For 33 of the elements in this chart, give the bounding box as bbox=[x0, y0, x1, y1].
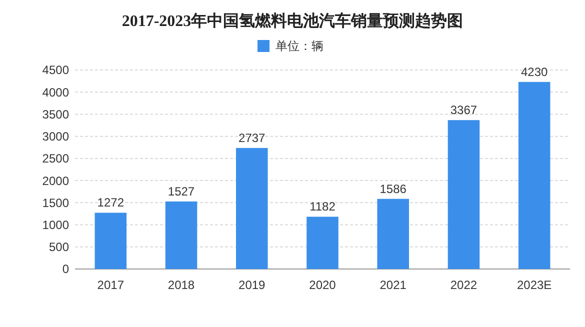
data-label: 1586 bbox=[380, 182, 407, 196]
y-tick-label: 1000 bbox=[42, 218, 70, 232]
legend-label: 单位：辆 bbox=[276, 39, 324, 54]
bar bbox=[518, 82, 550, 269]
bar bbox=[306, 216, 338, 269]
data-label: 1527 bbox=[168, 184, 195, 198]
y-tick-label: 500 bbox=[48, 240, 70, 254]
bar bbox=[236, 148, 268, 269]
bar bbox=[94, 212, 127, 269]
x-tick-label: 2023E bbox=[516, 278, 552, 292]
data-label: 1182 bbox=[310, 200, 336, 214]
x-tick-label: 2022 bbox=[450, 278, 478, 292]
x-tick-label: 2021 bbox=[380, 278, 407, 292]
y-tick-label: 1500 bbox=[42, 196, 70, 210]
x-tick-label: 2019 bbox=[238, 278, 266, 292]
y-tick-label: 4500 bbox=[42, 63, 70, 78]
y-tick-label: 3500 bbox=[42, 107, 70, 122]
y-tick-label: 2500 bbox=[42, 152, 70, 166]
x-tick-label: 2017 bbox=[97, 278, 124, 292]
bar bbox=[165, 201, 198, 269]
x-tick-label: 2020 bbox=[309, 278, 336, 292]
data-label: 3367 bbox=[450, 103, 478, 118]
bar bbox=[377, 198, 409, 269]
bar bbox=[448, 120, 480, 269]
y-tick-label: 3000 bbox=[42, 130, 70, 144]
y-tick-label: 2000 bbox=[42, 174, 70, 188]
y-tick-label: 4000 bbox=[42, 85, 70, 100]
y-tick-label: 0 bbox=[62, 262, 70, 276]
data-label: 2737 bbox=[238, 130, 266, 145]
data-label: 1272 bbox=[97, 196, 124, 210]
data-label: 4230 bbox=[520, 64, 548, 79]
x-tick-label: 2018 bbox=[168, 278, 195, 292]
chart-title: 2017-2023年中国氢燃料电池汽车销量预测趋势图 bbox=[122, 12, 464, 30]
